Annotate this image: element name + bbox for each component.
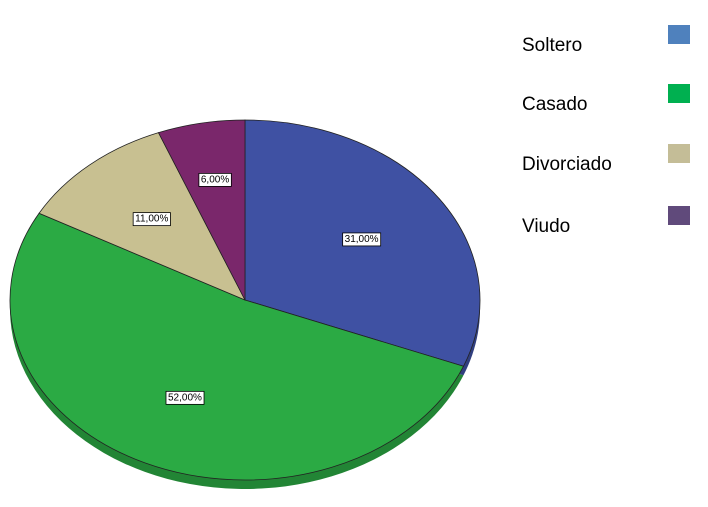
legend-label: Casado — [522, 94, 588, 115]
legend-swatch — [668, 84, 690, 103]
value-label-box — [198, 173, 232, 187]
legend-swatch — [668, 25, 690, 44]
value-label: 52,00% — [168, 392, 202, 403]
legend-swatch — [668, 206, 690, 225]
legend-label: Divorciado — [522, 154, 612, 175]
value-label: 6,00% — [201, 174, 229, 185]
slice — [9, 212, 465, 481]
legend-label: Soltero — [522, 35, 582, 56]
legend-swatch — [668, 144, 690, 163]
value-label-box — [342, 232, 382, 247]
value-label: 31,00% — [345, 234, 379, 245]
value-label: 11,00% — [135, 214, 168, 225]
value-label-box — [165, 390, 205, 405]
legend-label: Viudo — [522, 216, 570, 237]
value-label-box — [132, 212, 171, 227]
slice — [157, 119, 246, 301]
